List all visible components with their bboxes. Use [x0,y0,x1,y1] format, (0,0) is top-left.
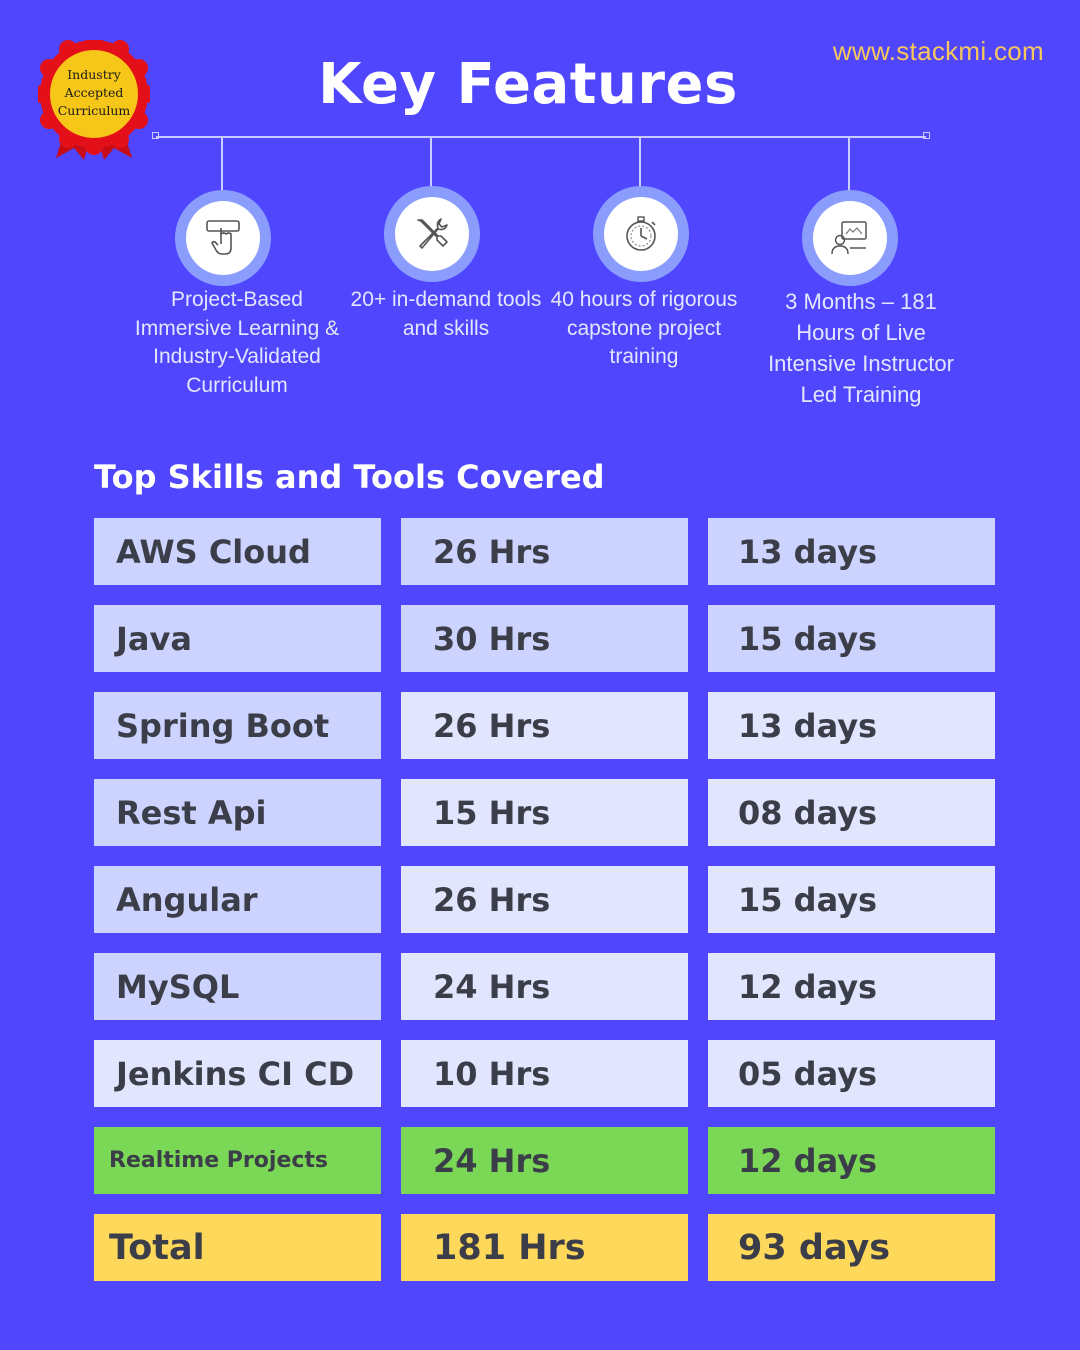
table-row-total-hours: 181 Hrs [401,1214,688,1281]
table-row-days: 13 days [708,518,995,585]
table-row-hours: 15 Hrs [401,779,688,846]
table-row-skill: Jenkins CI CD [94,1040,381,1107]
feature-icon-ring [175,190,271,286]
online-instructor-icon [831,221,867,255]
table-row-days: 15 days [708,866,995,933]
timeline-connector [430,137,432,187]
table-row-days: 12 days [708,953,995,1020]
timeline-connector [848,137,850,191]
table-row-skill: MySQL [94,953,381,1020]
website-url[interactable]: www.stackmi.com [832,36,1044,66]
table-row-hours: 26 Hrs [401,866,688,933]
feature-text: 20+ in-demand tools and skills [350,288,542,340]
tap-button-icon [206,220,240,255]
table-row-days: 15 days [708,605,995,672]
table-row-days: 08 days [708,779,995,846]
skills-section-title: Top Skills and Tools Covered [94,458,605,496]
timeline-connector [221,137,223,191]
feature-icon-ring [384,186,480,282]
table-row-total-days: 93 days [708,1214,995,1281]
table-row-total-label: Total [94,1214,381,1281]
table-row-skill: Java [94,605,381,672]
table-row-skill: AWS Cloud [94,518,381,585]
table-row-days: 13 days [708,692,995,759]
timeline-connector [639,137,641,187]
table-row-hours: 30 Hrs [401,605,688,672]
feature-text: 3 Months – 181 Hours of Live Intensive I… [768,289,954,407]
table-row-hours: 24 Hrs [401,953,688,1020]
table-row-days: 12 days [708,1127,995,1194]
table-row-days: 05 days [708,1040,995,1107]
table-row-hours: 26 Hrs [401,692,688,759]
wrench-screwdriver-icon [417,218,448,249]
table-row-skill: Rest Api [94,779,381,846]
table-row-hours: 24 Hrs [401,1127,688,1194]
badge-text: Industry Accepted Curriculum [57,67,131,118]
rosette-icon [38,40,150,160]
table-row-skill: Angular [94,866,381,933]
industry-accepted-badge: Industry Accepted Curriculum [38,40,150,160]
table-row-hours: 26 Hrs [401,518,688,585]
table-row-skill: Realtime Projects [94,1127,381,1194]
feature-icon-ring [802,190,898,286]
feature-icon-ring [593,186,689,282]
stopwatch-icon [626,216,656,251]
feature-timeline [152,132,930,142]
table-row-hours: 10 Hrs [401,1040,688,1107]
table-row-skill: Spring Boot [94,692,381,759]
feature-text: Project-Based Immersive Learning & Indus… [134,288,340,397]
feature-text: 40 hours of rigorous capstone project tr… [550,288,738,368]
page-title: Key Features [318,52,738,117]
